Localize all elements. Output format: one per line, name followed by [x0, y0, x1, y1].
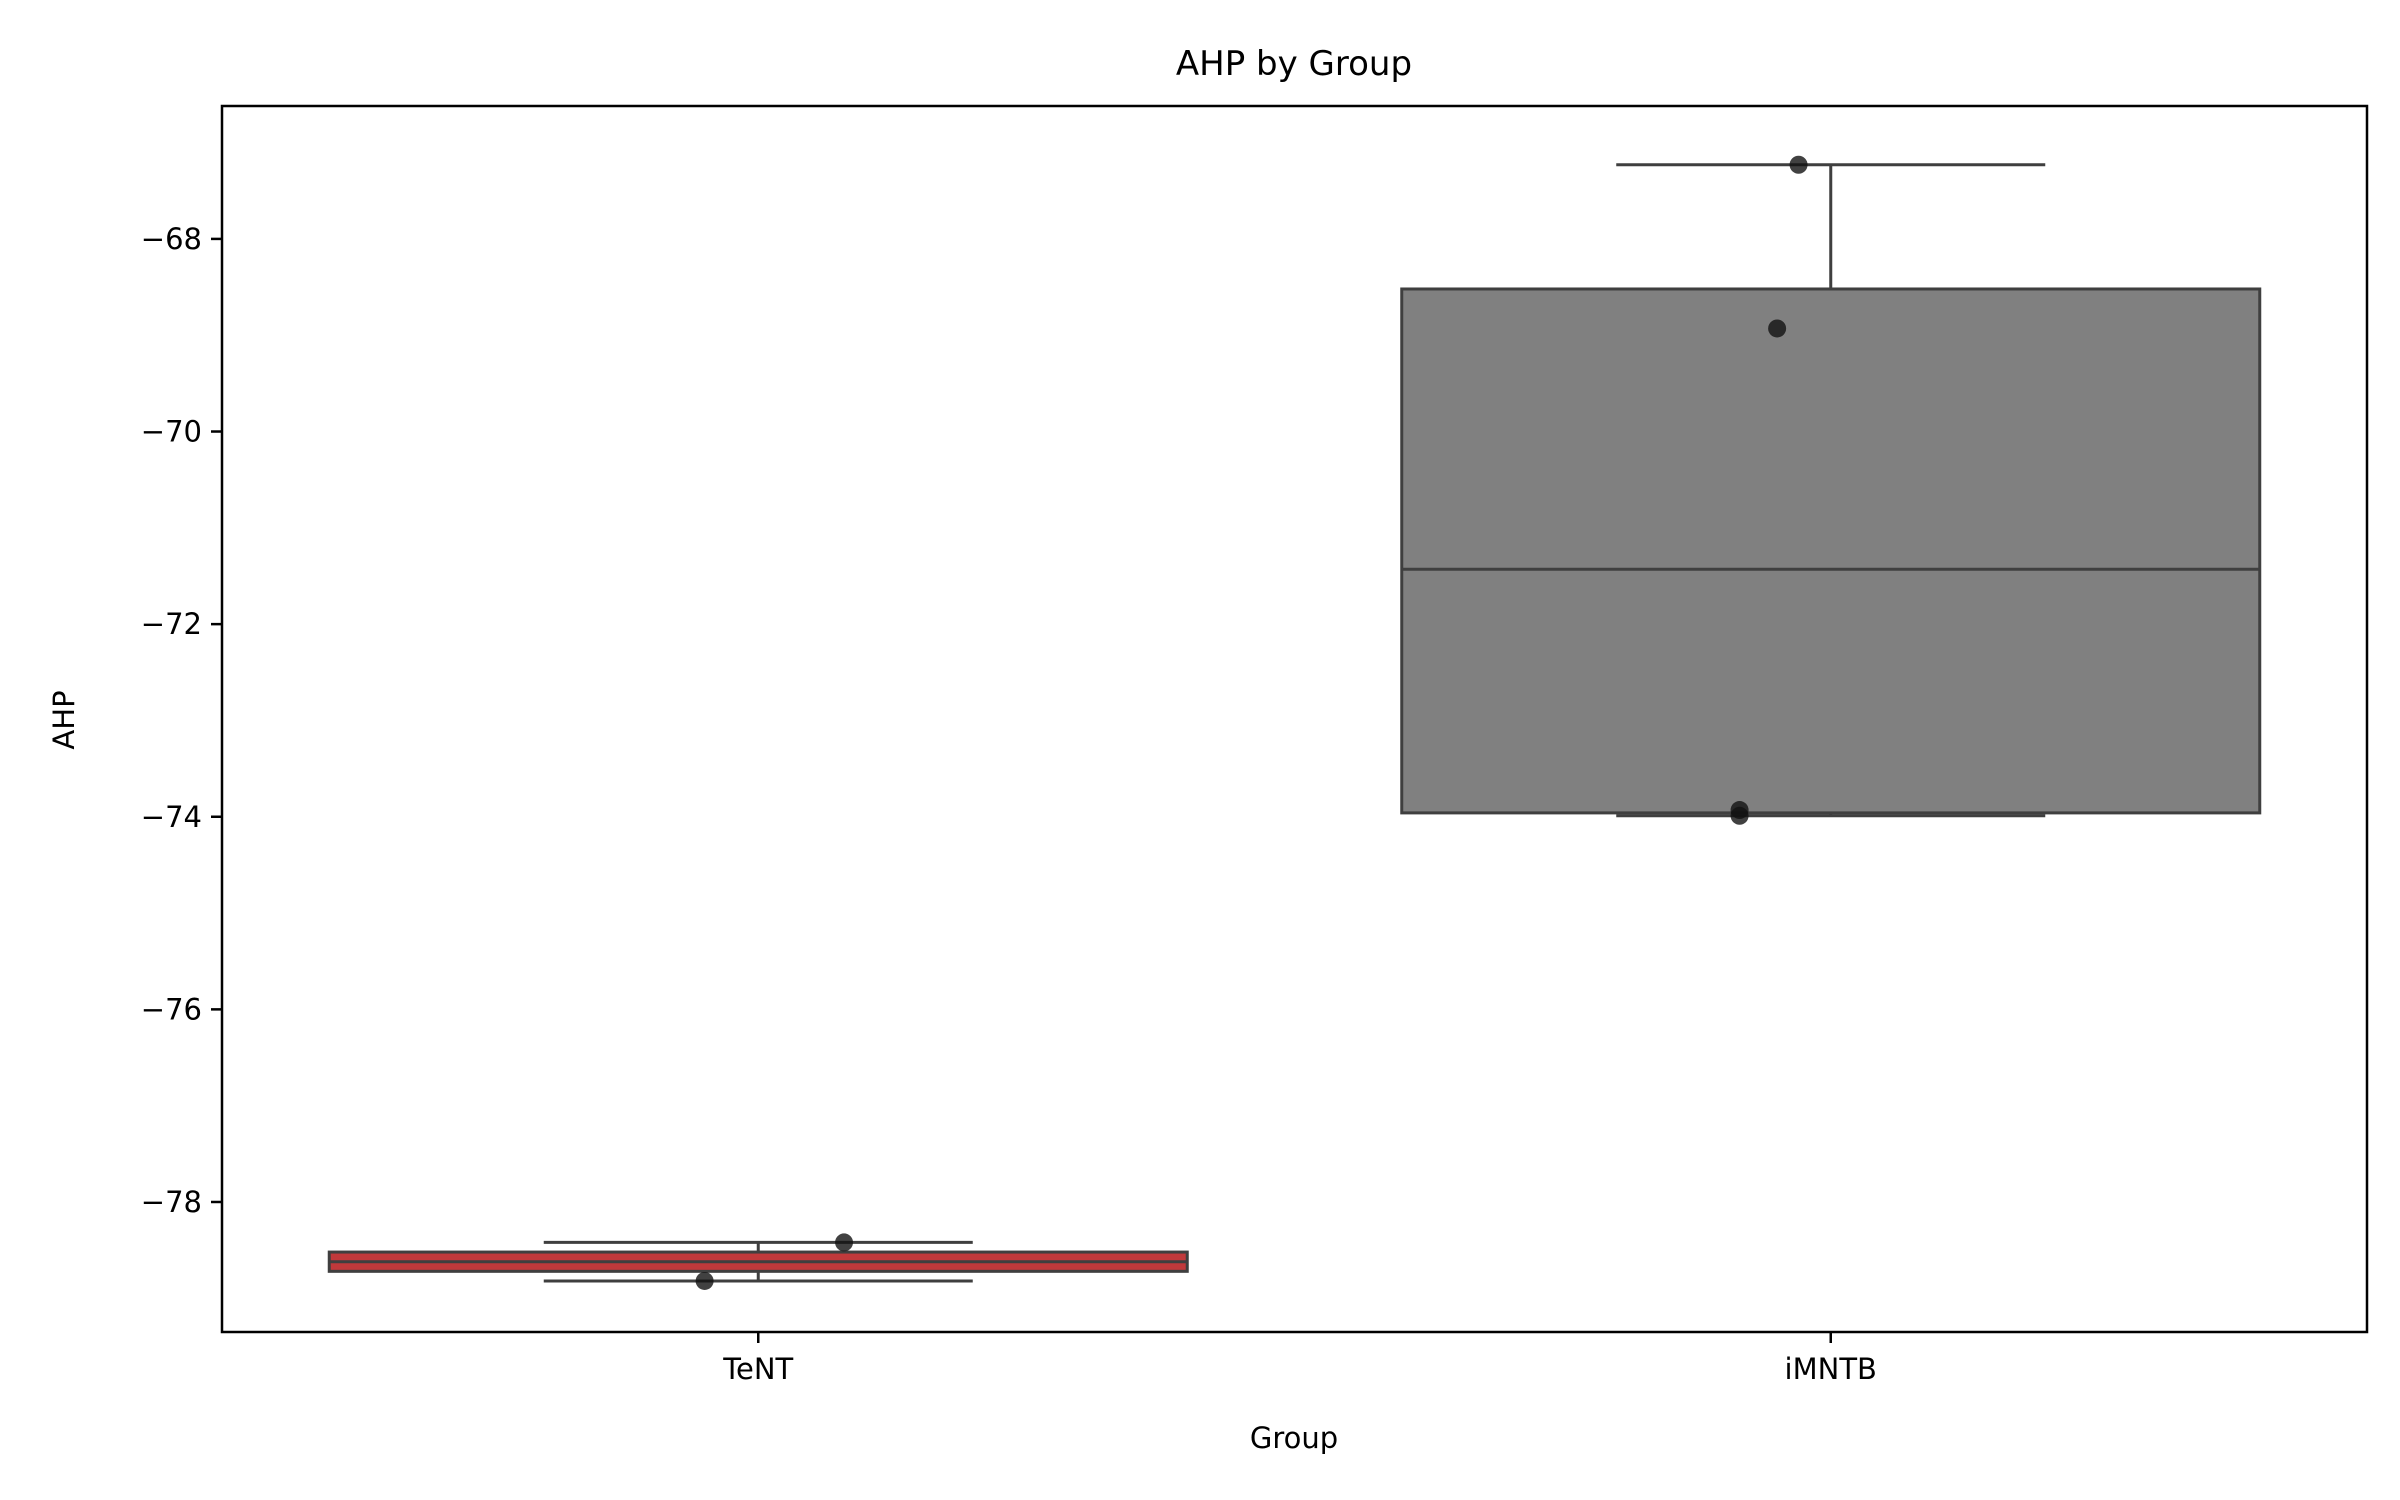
- data-point-imntb-2: [1768, 319, 1787, 338]
- y-tick-label: −74: [141, 800, 202, 834]
- x-tick-label: TeNT: [722, 1352, 793, 1386]
- data-point-imntb-3: [1789, 155, 1808, 174]
- box-imntb: [1400, 287, 2262, 815]
- data-point-tent-1: [695, 1271, 714, 1290]
- data-point-tent-0: [835, 1233, 854, 1252]
- plot-area: [327, 155, 2262, 1290]
- y-tick-label: −68: [141, 222, 202, 256]
- y-tick-label: −76: [141, 992, 202, 1026]
- y-tick-label: −70: [141, 415, 202, 449]
- y-tick-label: −72: [141, 607, 202, 641]
- y-axis-label: AHP: [47, 690, 81, 749]
- plot-frame: [220, 104, 2369, 1334]
- data-point-imntb-5: [1730, 806, 1749, 825]
- x-tick-label: iMNTB: [1785, 1352, 1877, 1386]
- x-axis-label: Group: [1250, 1421, 1338, 1455]
- chart-title: AHP by Group: [1176, 44, 1412, 84]
- axes: −68 −70 −72 −74 −76 −78 TeNT iMNTB: [141, 104, 2369, 1386]
- y-tick-label: −78: [141, 1185, 202, 1219]
